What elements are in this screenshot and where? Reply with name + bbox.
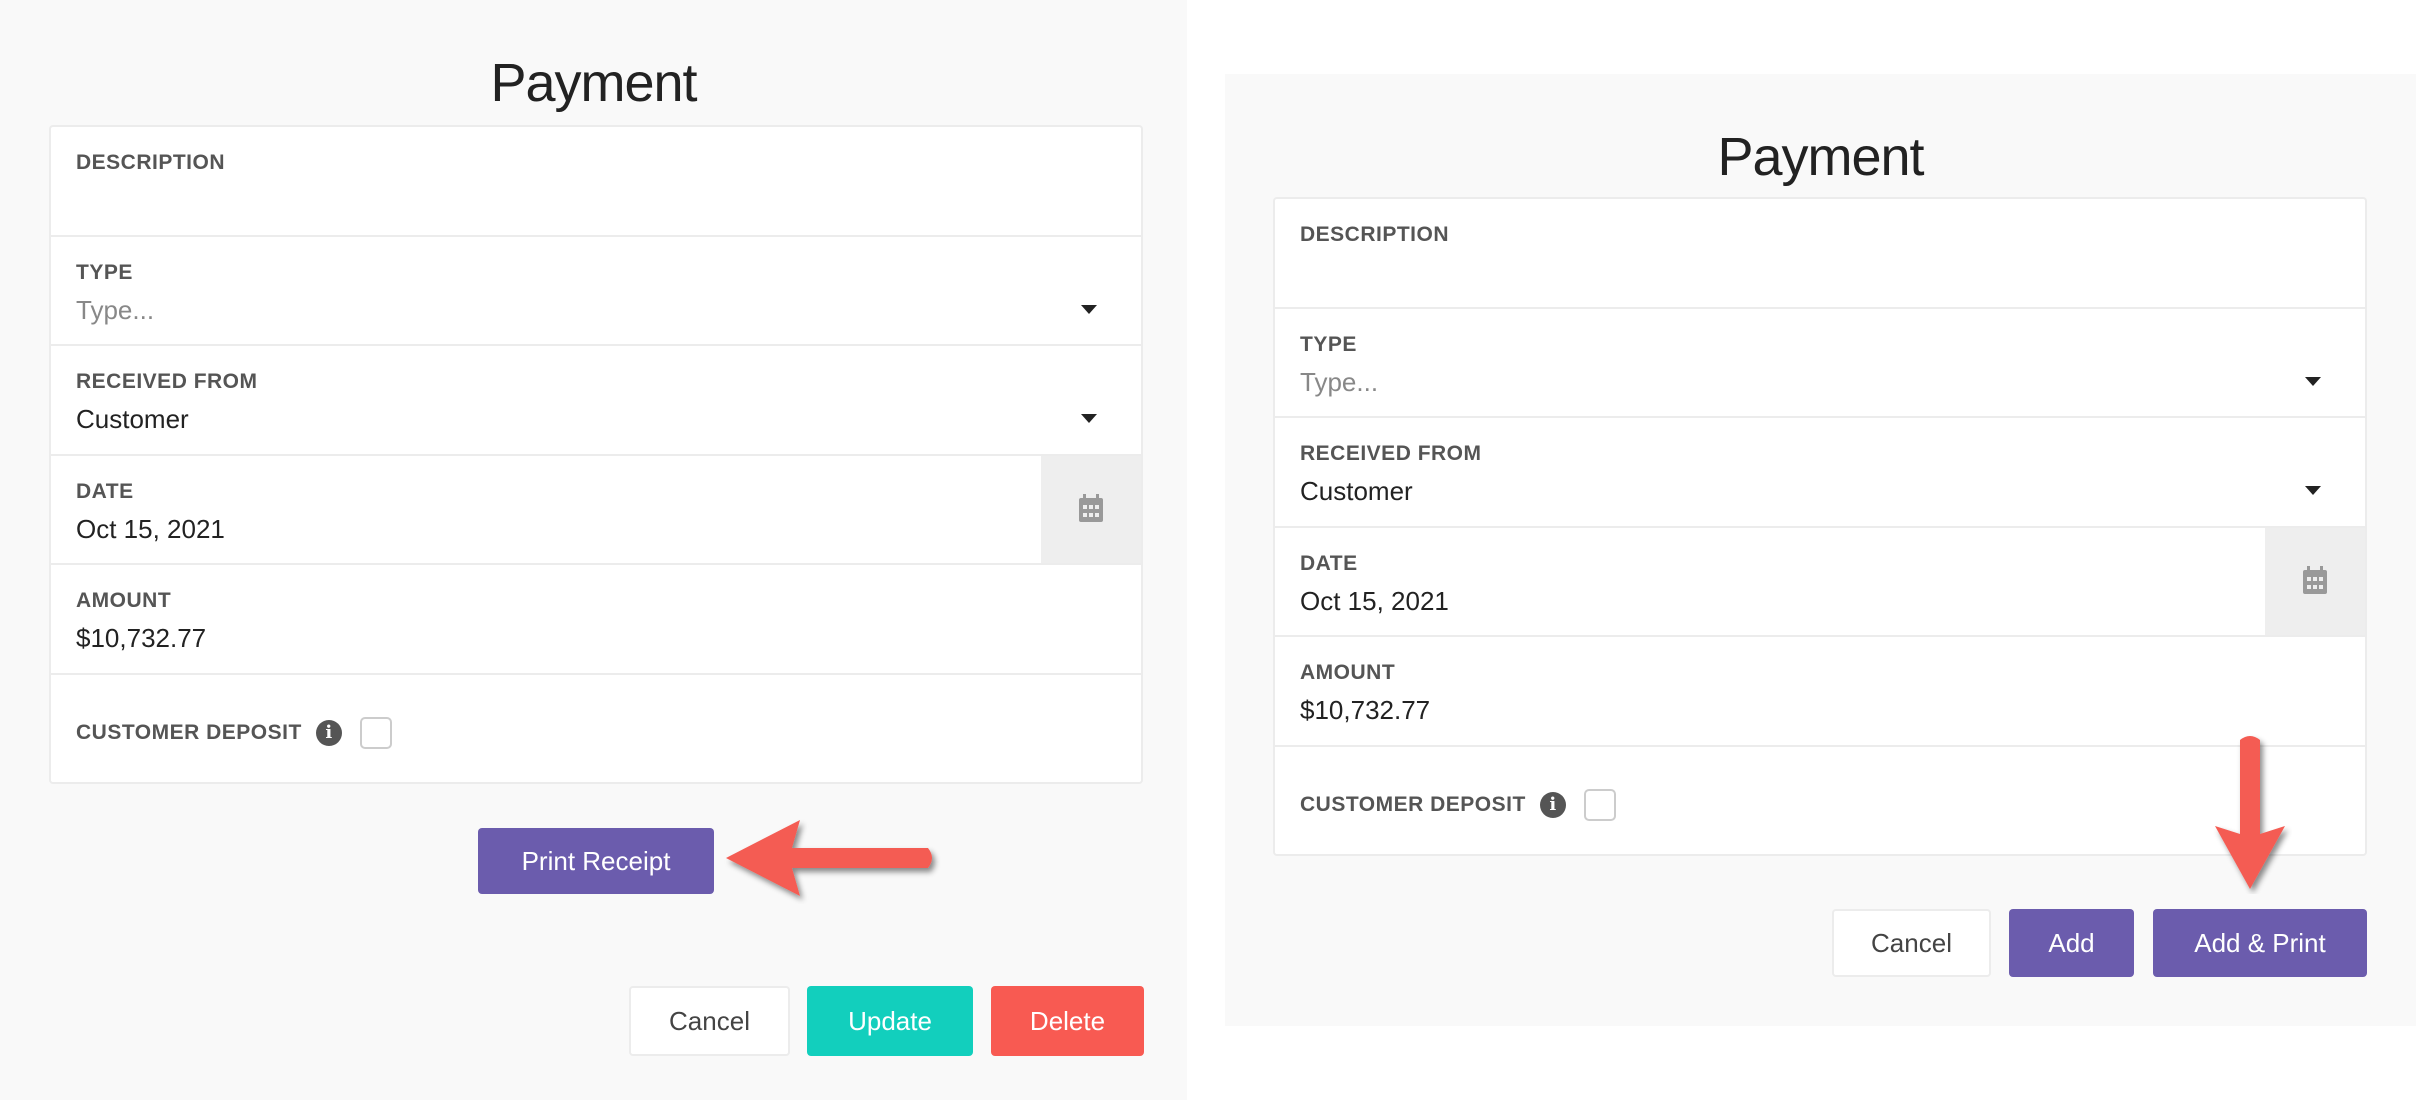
chevron-down-icon	[2305, 376, 2321, 386]
customer-deposit-checkbox[interactable]	[1583, 788, 1616, 821]
description-label: DESCRIPTION	[1300, 223, 1450, 246]
cancel-button[interactable]: Cancel	[629, 986, 790, 1056]
type-placeholder: Type...	[76, 294, 155, 325]
date-field[interactable]: DATE Oct 15, 2021	[1275, 527, 2365, 637]
add-button[interactable]: Add	[2009, 909, 2134, 977]
amount-value: $10,732.77	[76, 623, 207, 653]
amount-field[interactable]: AMOUNT $10,732.77	[1275, 637, 2365, 747]
payment-form: DESCRIPTION TYPE Type... RECEIVED FROM C…	[1273, 197, 2367, 856]
chevron-down-icon	[1081, 304, 1097, 314]
received-from-label: RECEIVED FROM	[1300, 442, 1482, 465]
chevron-down-icon	[1081, 414, 1097, 423]
amount-field[interactable]: AMOUNT $10,732.77	[51, 565, 1141, 675]
cancel-button[interactable]: Cancel	[1832, 909, 1991, 977]
customer-deposit-label: CUSTOMER DEPOSIT	[76, 720, 302, 744]
type-label: TYPE	[1300, 332, 1357, 356]
received-from-value: Customer	[1300, 476, 1413, 506]
customer-deposit-row: CUSTOMER DEPOSIT i	[51, 675, 1141, 785]
date-field[interactable]: DATE Oct 15, 2021	[51, 455, 1141, 565]
amount-value: $10,732.77	[1300, 695, 1431, 725]
received-from-select[interactable]: RECEIVED FROM Customer	[1275, 418, 2365, 528]
page-title: Payment	[490, 53, 697, 113]
description-field[interactable]: DESCRIPTION	[1275, 199, 2365, 309]
print-receipt-button[interactable]: Print Receipt	[478, 828, 714, 894]
description-field[interactable]: DESCRIPTION	[51, 127, 1141, 237]
received-from-select[interactable]: RECEIVED FROM Customer	[51, 346, 1141, 456]
info-icon[interactable]: i	[1539, 791, 1566, 818]
customer-deposit-label: CUSTOMER DEPOSIT	[1300, 792, 1526, 816]
calendar-button[interactable]	[2265, 527, 2365, 635]
customer-deposit-row: CUSTOMER DEPOSIT i	[1275, 747, 2365, 857]
type-select[interactable]: TYPE Type...	[1275, 309, 2365, 418]
type-label: TYPE	[76, 260, 133, 284]
chevron-down-icon	[2305, 486, 2321, 495]
type-placeholder: Type...	[1300, 366, 1379, 397]
info-icon[interactable]: i	[315, 719, 342, 746]
calendar-icon	[1079, 493, 1103, 522]
date-value: Oct 15, 2021	[76, 513, 225, 544]
payment-form: DESCRIPTION TYPE Type... RECEIVED FROM C…	[49, 125, 1143, 784]
calendar-icon	[2303, 565, 2327, 594]
update-button[interactable]: Update	[807, 986, 973, 1056]
date-label: DATE	[1300, 551, 1358, 575]
received-from-label: RECEIVED FROM	[76, 370, 258, 393]
add-and-print-button[interactable]: Add & Print	[2153, 909, 2367, 977]
arrow-left-icon	[726, 820, 932, 896]
calendar-button[interactable]	[1041, 455, 1141, 563]
description-label: DESCRIPTION	[76, 151, 226, 174]
amount-label: AMOUNT	[76, 589, 172, 612]
page-title: Payment	[1717, 127, 1924, 187]
edit-payment-panel: Payment DESCRIPTION TYPE Type... RECEIVE…	[0, 0, 1187, 1100]
type-select[interactable]: TYPE Type...	[51, 237, 1141, 346]
arrow-down-icon	[2215, 736, 2285, 889]
amount-label: AMOUNT	[1300, 661, 1396, 684]
customer-deposit-checkbox[interactable]	[359, 716, 392, 749]
date-value: Oct 15, 2021	[1300, 585, 1449, 616]
date-label: DATE	[76, 479, 134, 503]
add-payment-panel: Payment DESCRIPTION TYPE Type... RECEIVE…	[1225, 74, 2416, 1026]
received-from-value: Customer	[76, 404, 189, 434]
delete-button[interactable]: Delete	[991, 986, 1144, 1056]
